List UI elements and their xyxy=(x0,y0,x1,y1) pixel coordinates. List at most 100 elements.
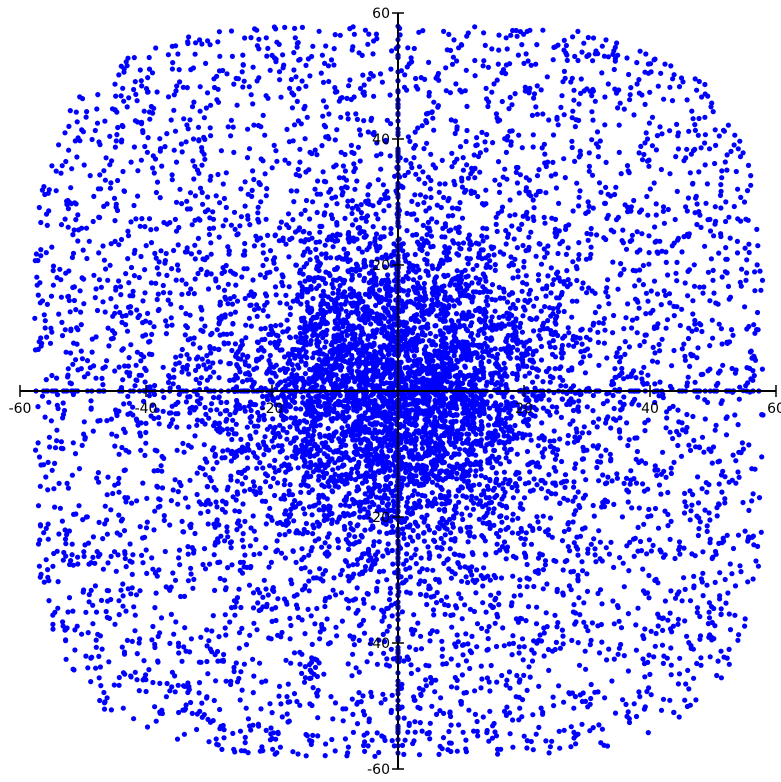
scatter-point xyxy=(79,127,85,133)
scatter-point xyxy=(412,552,418,558)
scatter-point xyxy=(596,304,602,310)
scatter-point xyxy=(658,302,664,308)
scatter-point xyxy=(695,474,701,480)
scatter-point xyxy=(665,489,671,496)
scatter-point xyxy=(601,316,608,322)
scatter-point xyxy=(105,560,111,566)
scatter-point xyxy=(521,495,528,501)
scatter-point xyxy=(233,282,239,288)
scatter-point xyxy=(321,671,327,677)
scatter-point xyxy=(609,678,615,684)
scatter-point xyxy=(552,612,558,618)
scatter-point xyxy=(248,419,254,425)
scatter-point xyxy=(648,288,654,294)
scatter-point xyxy=(132,669,138,675)
scatter-point xyxy=(345,258,351,265)
scatter-point xyxy=(186,424,192,430)
scatter-point xyxy=(362,739,368,745)
scatter-point xyxy=(210,613,216,619)
scatter-point xyxy=(491,720,497,727)
scatter-point xyxy=(704,528,710,535)
scatter-point xyxy=(492,729,498,735)
scatter-point xyxy=(434,589,440,596)
scatter-point xyxy=(80,589,86,595)
scatter-point xyxy=(561,68,568,74)
scatter-point xyxy=(60,400,66,406)
scatter-point xyxy=(591,513,597,519)
scatter-point xyxy=(646,652,652,658)
scatter-point xyxy=(187,410,193,416)
scatter-point xyxy=(58,439,64,445)
scatter-point xyxy=(173,228,180,234)
scatter-point xyxy=(479,129,485,135)
scatter-point xyxy=(263,216,269,222)
scatter-point xyxy=(167,290,173,296)
scatter-point xyxy=(357,132,364,138)
scatter-point xyxy=(119,122,125,129)
scatter-point xyxy=(699,579,705,585)
scatter-point xyxy=(278,322,284,328)
scatter-point xyxy=(237,697,243,703)
scatter-point xyxy=(558,383,564,389)
scatter-point xyxy=(92,127,98,134)
scatter-point xyxy=(313,246,319,252)
scatter-point xyxy=(514,672,520,679)
scatter-point xyxy=(580,354,587,360)
scatter-point xyxy=(141,658,147,664)
scatter-point xyxy=(91,272,97,278)
scatter-point xyxy=(223,678,229,684)
scatter-point xyxy=(43,557,49,563)
scatter-point xyxy=(84,358,91,364)
scatter-point xyxy=(553,468,559,474)
scatter-point xyxy=(310,685,316,691)
scatter-point xyxy=(132,628,138,634)
scatter-point xyxy=(727,235,733,241)
scatter-point xyxy=(285,681,291,687)
scatter-point xyxy=(710,277,716,283)
scatter-point xyxy=(135,193,141,199)
scatter-point xyxy=(241,488,248,494)
scatter-point xyxy=(272,457,278,463)
scatter-point xyxy=(152,382,158,389)
scatter-point xyxy=(511,593,517,599)
scatter-point xyxy=(164,272,170,278)
scatter-point xyxy=(266,357,272,364)
scatter-point xyxy=(590,35,597,41)
scatter-point xyxy=(249,187,255,193)
scatter-point xyxy=(267,505,273,511)
scatter-point xyxy=(400,248,406,254)
scatter-point xyxy=(332,748,338,754)
scatter-point xyxy=(629,325,635,331)
scatter-point xyxy=(540,567,547,573)
scatter-point xyxy=(658,491,664,497)
scatter-point xyxy=(164,680,170,687)
scatter-point xyxy=(564,268,570,274)
scatter-point xyxy=(234,298,241,304)
scatter-point xyxy=(486,405,493,411)
scatter-point xyxy=(692,553,698,559)
scatter-point xyxy=(167,375,173,381)
scatter-point xyxy=(611,405,617,412)
scatter-point xyxy=(190,158,196,164)
scatter-point xyxy=(178,482,184,489)
scatter-point xyxy=(415,620,421,626)
scatter-point xyxy=(719,398,725,404)
scatter-point xyxy=(755,563,762,569)
scatter-point xyxy=(449,205,455,211)
scatter-point xyxy=(298,482,304,488)
scatter-point xyxy=(105,325,111,331)
scatter-point xyxy=(174,424,180,430)
scatter-point xyxy=(302,664,308,670)
scatter-point xyxy=(433,323,439,329)
scatter-point xyxy=(438,332,444,338)
scatter-point xyxy=(265,592,271,598)
scatter-point xyxy=(99,375,105,381)
scatter-point xyxy=(192,276,198,282)
scatter-point xyxy=(260,748,266,754)
scatter-point xyxy=(373,302,379,309)
scatter-point xyxy=(401,658,407,664)
scatter-point xyxy=(359,480,366,486)
scatter-point xyxy=(406,288,412,294)
scatter-point xyxy=(104,531,110,537)
scatter-point xyxy=(681,575,687,581)
